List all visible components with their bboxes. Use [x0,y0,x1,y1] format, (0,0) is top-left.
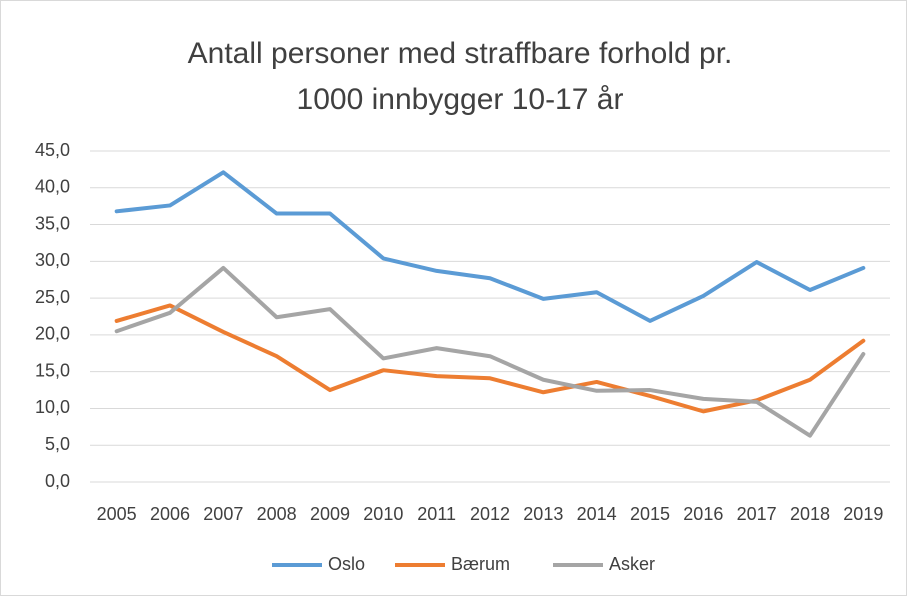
x-tick-label: 2012 [470,504,510,524]
y-tick-label: 10,0 [35,397,70,417]
y-tick-label: 40,0 [35,177,70,197]
data-line [114,170,866,323]
y-tick-label: 30,0 [35,250,70,270]
x-tick-label: 2016 [683,504,723,524]
data-line [114,265,866,438]
y-tick-label: 15,0 [35,360,70,380]
y-tick-label: 0,0 [45,471,70,491]
legend-label: Oslo [328,554,365,574]
chart-title: 1000 innbygger 10-17 år [297,83,624,116]
y-tick-label: 25,0 [35,287,70,307]
x-tick-label: 2009 [310,504,350,524]
x-tick-label: 2017 [737,504,777,524]
x-tick-label: 2008 [257,504,297,524]
x-tick-label: 2014 [577,504,617,524]
data-line [114,303,866,414]
y-tick-label: 45,0 [35,140,70,160]
x-tick-label: 2007 [203,504,243,524]
x-tick-label: 2006 [150,504,190,524]
x-tick-label: 2019 [843,504,883,524]
x-tick-label: 2015 [630,504,670,524]
x-tick-label: 2013 [523,504,563,524]
x-tick-label: 2018 [790,504,830,524]
chart-title: Antall personer med straffbare forhold p… [188,37,733,70]
x-tick-label: 2011 [417,504,456,524]
y-tick-label: 5,0 [45,434,70,454]
x-tick-label: 2005 [97,504,137,524]
legend-label: Bærum [451,554,510,574]
legend-label: Asker [609,554,655,574]
x-tick-label: 2010 [363,504,403,524]
y-tick-label: 35,0 [35,213,70,233]
y-tick-label: 20,0 [35,324,70,344]
